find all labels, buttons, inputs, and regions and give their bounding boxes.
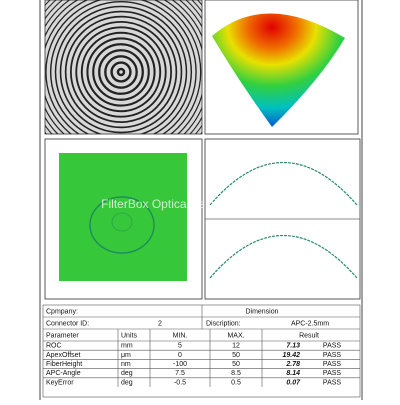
table-cell: 50 <box>232 361 240 368</box>
profile-arc-y <box>209 235 358 279</box>
table-cell: 0.5 <box>231 379 241 386</box>
table-cell: FiberHeight <box>46 361 82 368</box>
table-cell: APC-Angle <box>46 370 81 377</box>
column-header: Units <box>121 332 137 339</box>
fringe-ring <box>92 43 150 101</box>
table-cell: deg <box>121 370 133 377</box>
fringe-ring <box>49 0 193 134</box>
table-cell: -100 <box>173 361 187 368</box>
table-cell: 0 <box>178 352 182 359</box>
fiber-core-ring <box>89 196 155 254</box>
description-label: Discription: <box>206 320 241 327</box>
table-cell: 12 <box>232 343 240 350</box>
table-cell: PASS <box>323 370 341 377</box>
fringe-ring <box>80 31 162 113</box>
table-cell: 8.5 <box>231 370 241 377</box>
table-cell: PASS <box>323 343 341 350</box>
table-cell: PASS <box>323 379 341 386</box>
fringe-ring <box>98 49 144 95</box>
table-cell: 50 <box>232 352 240 359</box>
fringe-ring <box>45 0 202 134</box>
description: APC-2.5mm <box>291 320 329 327</box>
column-header: Result <box>299 332 319 339</box>
table-cell: 7.5 <box>175 370 185 377</box>
table-cell: nm <box>121 361 131 368</box>
fringe-ring <box>64 15 178 129</box>
column-header: MIN. <box>173 332 188 339</box>
fringe-ring <box>75 26 167 118</box>
profile-arc-x <box>209 162 358 206</box>
table-cell: mm <box>121 343 133 350</box>
fringe-image <box>44 0 203 135</box>
fiber-core <box>111 212 133 232</box>
table-cell: 0.07 <box>286 379 301 386</box>
result-table: Cpmpany: Dimension Connector ID: 2 Discr… <box>42 304 361 398</box>
fringe-ring <box>59 10 183 134</box>
table-cell: 8.14 <box>286 370 300 377</box>
table-cell: PASS <box>323 361 341 368</box>
table-cell: 5 <box>178 343 182 350</box>
table-cell: deg <box>121 379 133 386</box>
fringe-ring <box>110 61 132 83</box>
dimension-label: Dimension <box>245 308 278 315</box>
table-cell: μm <box>121 352 131 359</box>
table-cell: PASS <box>323 352 341 359</box>
connector-id: 2 <box>158 320 162 327</box>
table-cell: KeyError <box>46 379 74 386</box>
fringe-ring <box>86 37 156 107</box>
connector-label: Connector ID: <box>46 320 89 327</box>
table-cell: -0.5 <box>174 379 186 386</box>
table-cell: ApexOffset <box>46 352 81 359</box>
table-cell: ROC <box>46 343 62 350</box>
column-header: Parameter <box>46 332 79 339</box>
watermark: FilterBox Optical Technology,Inc. <box>101 197 275 211</box>
fringe-ring <box>54 5 188 134</box>
company-label: Cpmpany: <box>46 308 78 315</box>
table-cell: 7.13 <box>286 343 300 350</box>
fringe-ring <box>116 67 126 77</box>
column-header: MAX. <box>227 332 244 339</box>
microscope-image <box>59 153 187 281</box>
table-cell: 2.78 <box>285 361 300 368</box>
fringe-rings <box>45 0 202 134</box>
fringe-ring <box>69 20 173 124</box>
fringe-ring <box>104 55 138 89</box>
table-cell: 19.42 <box>282 352 300 359</box>
fringe-ring <box>45 0 197 134</box>
surface-plot <box>212 13 345 127</box>
